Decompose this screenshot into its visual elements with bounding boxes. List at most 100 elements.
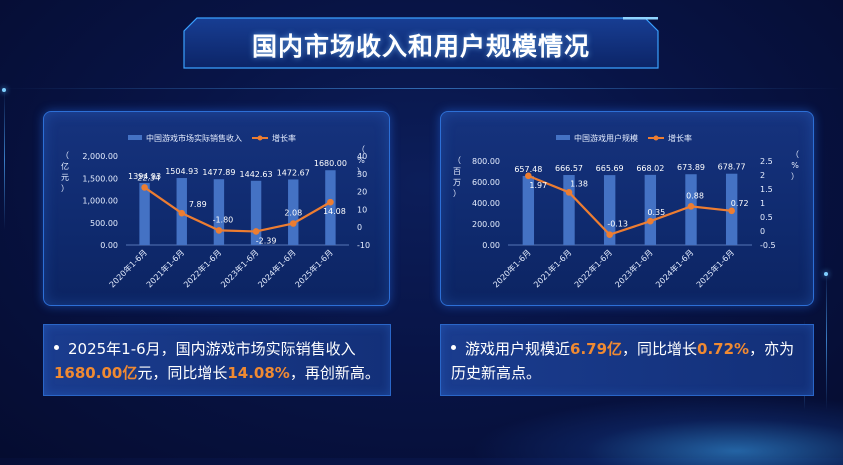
x-tick-label: 2021年1-6月 xyxy=(531,247,573,289)
growth-line xyxy=(527,174,732,236)
y-left-tick-label: 0.00 xyxy=(482,241,500,250)
bar xyxy=(139,182,150,245)
bar xyxy=(522,175,535,245)
growth-value-label: 22.34 xyxy=(137,173,160,182)
y-right-axis-label: % xyxy=(791,161,799,170)
decor-glow xyxy=(470,395,843,465)
bar xyxy=(644,174,657,245)
note-text-3: ，再创新高。 xyxy=(289,364,380,382)
users-chart-panel: 中国游戏用户规模 增长率（百万）（%） 800.00 600.00 400.00 200.… xyxy=(440,111,814,306)
growth-value-label: -1.80 xyxy=(213,215,234,224)
y-right-tick-label: -0.5 xyxy=(760,241,776,250)
y-left-tick-label: 200.00 xyxy=(472,220,500,229)
growth-value-label: 7.89 xyxy=(189,200,207,209)
x-tick-label: 2023年1-6月 xyxy=(218,247,260,289)
bar-value-label: 1504.93 xyxy=(165,167,198,176)
y-left-axis-label: （ xyxy=(61,151,69,160)
growth-point xyxy=(687,203,695,210)
bar-value-label: 1680.00 xyxy=(314,159,347,168)
y-left-tick-label: 2,000.00 xyxy=(82,152,118,161)
legend-bar-label: 中国游戏用户规模 xyxy=(574,133,638,143)
growth-point xyxy=(327,198,334,206)
revenue-chart-panel: 中国游戏市场实际销售收入 增长率（亿元）（%） 2,000.00 1,500.00 1,… xyxy=(43,111,390,306)
x-tick-label: 2023年1-6月 xyxy=(613,247,655,289)
growth-value-label: 1.38 xyxy=(570,179,588,188)
y-left-axis-label: 百 xyxy=(453,167,461,176)
revenue-note: 2025年1-6月，国内游戏市场实际销售收入 1680.00亿元，同比增长14.0… xyxy=(43,324,391,396)
decor-line xyxy=(0,88,843,89)
x-tick-label: 2022年1-6月 xyxy=(181,247,223,289)
growth-line xyxy=(143,186,331,233)
y-right-axis-label: ） xyxy=(357,167,365,176)
y-right-axis-label: （ xyxy=(357,145,365,154)
y-left-axis-label: 亿 xyxy=(61,161,69,171)
growth-point xyxy=(215,227,223,234)
y-right-axis-label: % xyxy=(357,156,365,165)
x-tick-label: 2020年1-6月 xyxy=(491,247,533,289)
revenue-note-text: 2025年1-6月，国内游戏市场实际销售收入 1680.00亿元，同比增长14.0… xyxy=(54,337,384,385)
bar xyxy=(325,170,336,245)
growth-value-label: 0.35 xyxy=(647,208,665,217)
bar-value-label: 1394.93 xyxy=(128,172,161,181)
y-right-tick-label: 1.5 xyxy=(760,185,773,194)
bar xyxy=(213,179,225,245)
decor-dot-right xyxy=(824,272,828,276)
note-text-1: 2025年1-6月，国内游戏市场实际销售收入 xyxy=(68,340,356,358)
growth-point xyxy=(289,220,297,227)
bar xyxy=(563,175,575,245)
legend-line-marker xyxy=(653,135,659,141)
growth-point xyxy=(565,189,573,196)
bar-value-label: 666.57 xyxy=(555,164,583,173)
note-highlight-1: 6.79亿 xyxy=(570,340,623,358)
legend-line-label: 增长率 xyxy=(272,133,296,143)
bar-value-label: 1442.63 xyxy=(240,170,273,179)
y-left-axis-label: 万 xyxy=(453,178,461,187)
growth-value-label: 1.97 xyxy=(529,181,547,190)
bar-value-label: 668.02 xyxy=(636,164,664,173)
revenue-chart: 中国游戏市场实际销售收入 增长率（亿元）（%）2,000.001,500.001,… xyxy=(61,133,370,289)
note-text-2: 元，同比增长 xyxy=(137,364,228,382)
note-highlight-2: 0.72% xyxy=(697,340,750,358)
bar-value-label: 657.48 xyxy=(514,165,542,174)
x-tick-label: 2025年1-6月 xyxy=(694,247,736,289)
legend-line-marker xyxy=(257,135,263,141)
title-banner: 国内市场收入和用户规模情况 xyxy=(183,17,659,69)
decor-vline-right xyxy=(826,270,827,410)
decor-vline-left xyxy=(4,90,5,230)
y-left-tick-label: 0.00 xyxy=(100,241,118,250)
y-right-tick-label: 0 xyxy=(357,223,362,232)
bar-value-label: 1472.67 xyxy=(277,168,310,177)
page-title: 国内市场收入和用户规模情况 xyxy=(251,32,590,61)
growth-point xyxy=(252,228,260,235)
bar-value-label: 678.77 xyxy=(718,163,746,172)
y-left-axis-label: ） xyxy=(61,184,69,193)
growth-point xyxy=(606,231,613,238)
y-left-tick-label: 600.00 xyxy=(472,178,500,187)
y-right-tick-label: 2.5 xyxy=(760,157,773,166)
y-right-tick-label: 0.5 xyxy=(760,213,773,222)
y-left-tick-label: 800.00 xyxy=(472,157,500,166)
y-right-tick-label: 0 xyxy=(760,227,765,236)
y-left-tick-label: 400.00 xyxy=(472,199,500,208)
growth-point xyxy=(728,207,735,215)
growth-point xyxy=(525,172,532,180)
x-tick-label: 2025年1-6月 xyxy=(293,247,335,289)
y-left-tick-label: 1,000.00 xyxy=(82,197,118,206)
y-right-tick-label: 2 xyxy=(760,171,765,180)
y-right-axis-label: ） xyxy=(791,172,799,181)
users-note-text: 游戏用户规模近6.79亿，同比增长0.72%，亦为历史新高点。 xyxy=(451,337,801,385)
legend-line-label: 增长率 xyxy=(668,133,692,143)
bar xyxy=(603,175,616,245)
x-tick-label: 2021年1-6月 xyxy=(144,247,186,289)
growth-value-label: 0.88 xyxy=(686,191,704,200)
growth-value-label: 14.08 xyxy=(323,207,346,216)
y-left-axis-label: （ xyxy=(453,156,461,165)
y-right-tick-label: 40 xyxy=(357,152,367,161)
legend-bar-swatch xyxy=(556,135,570,140)
y-right-tick-label: 1 xyxy=(760,199,765,208)
bar xyxy=(288,179,299,245)
bar-value-label: 673.89 xyxy=(677,163,705,172)
y-left-tick-label: 500.00 xyxy=(90,219,118,228)
note-highlight-2: 14.08% xyxy=(227,364,290,382)
growth-point xyxy=(141,184,148,191)
